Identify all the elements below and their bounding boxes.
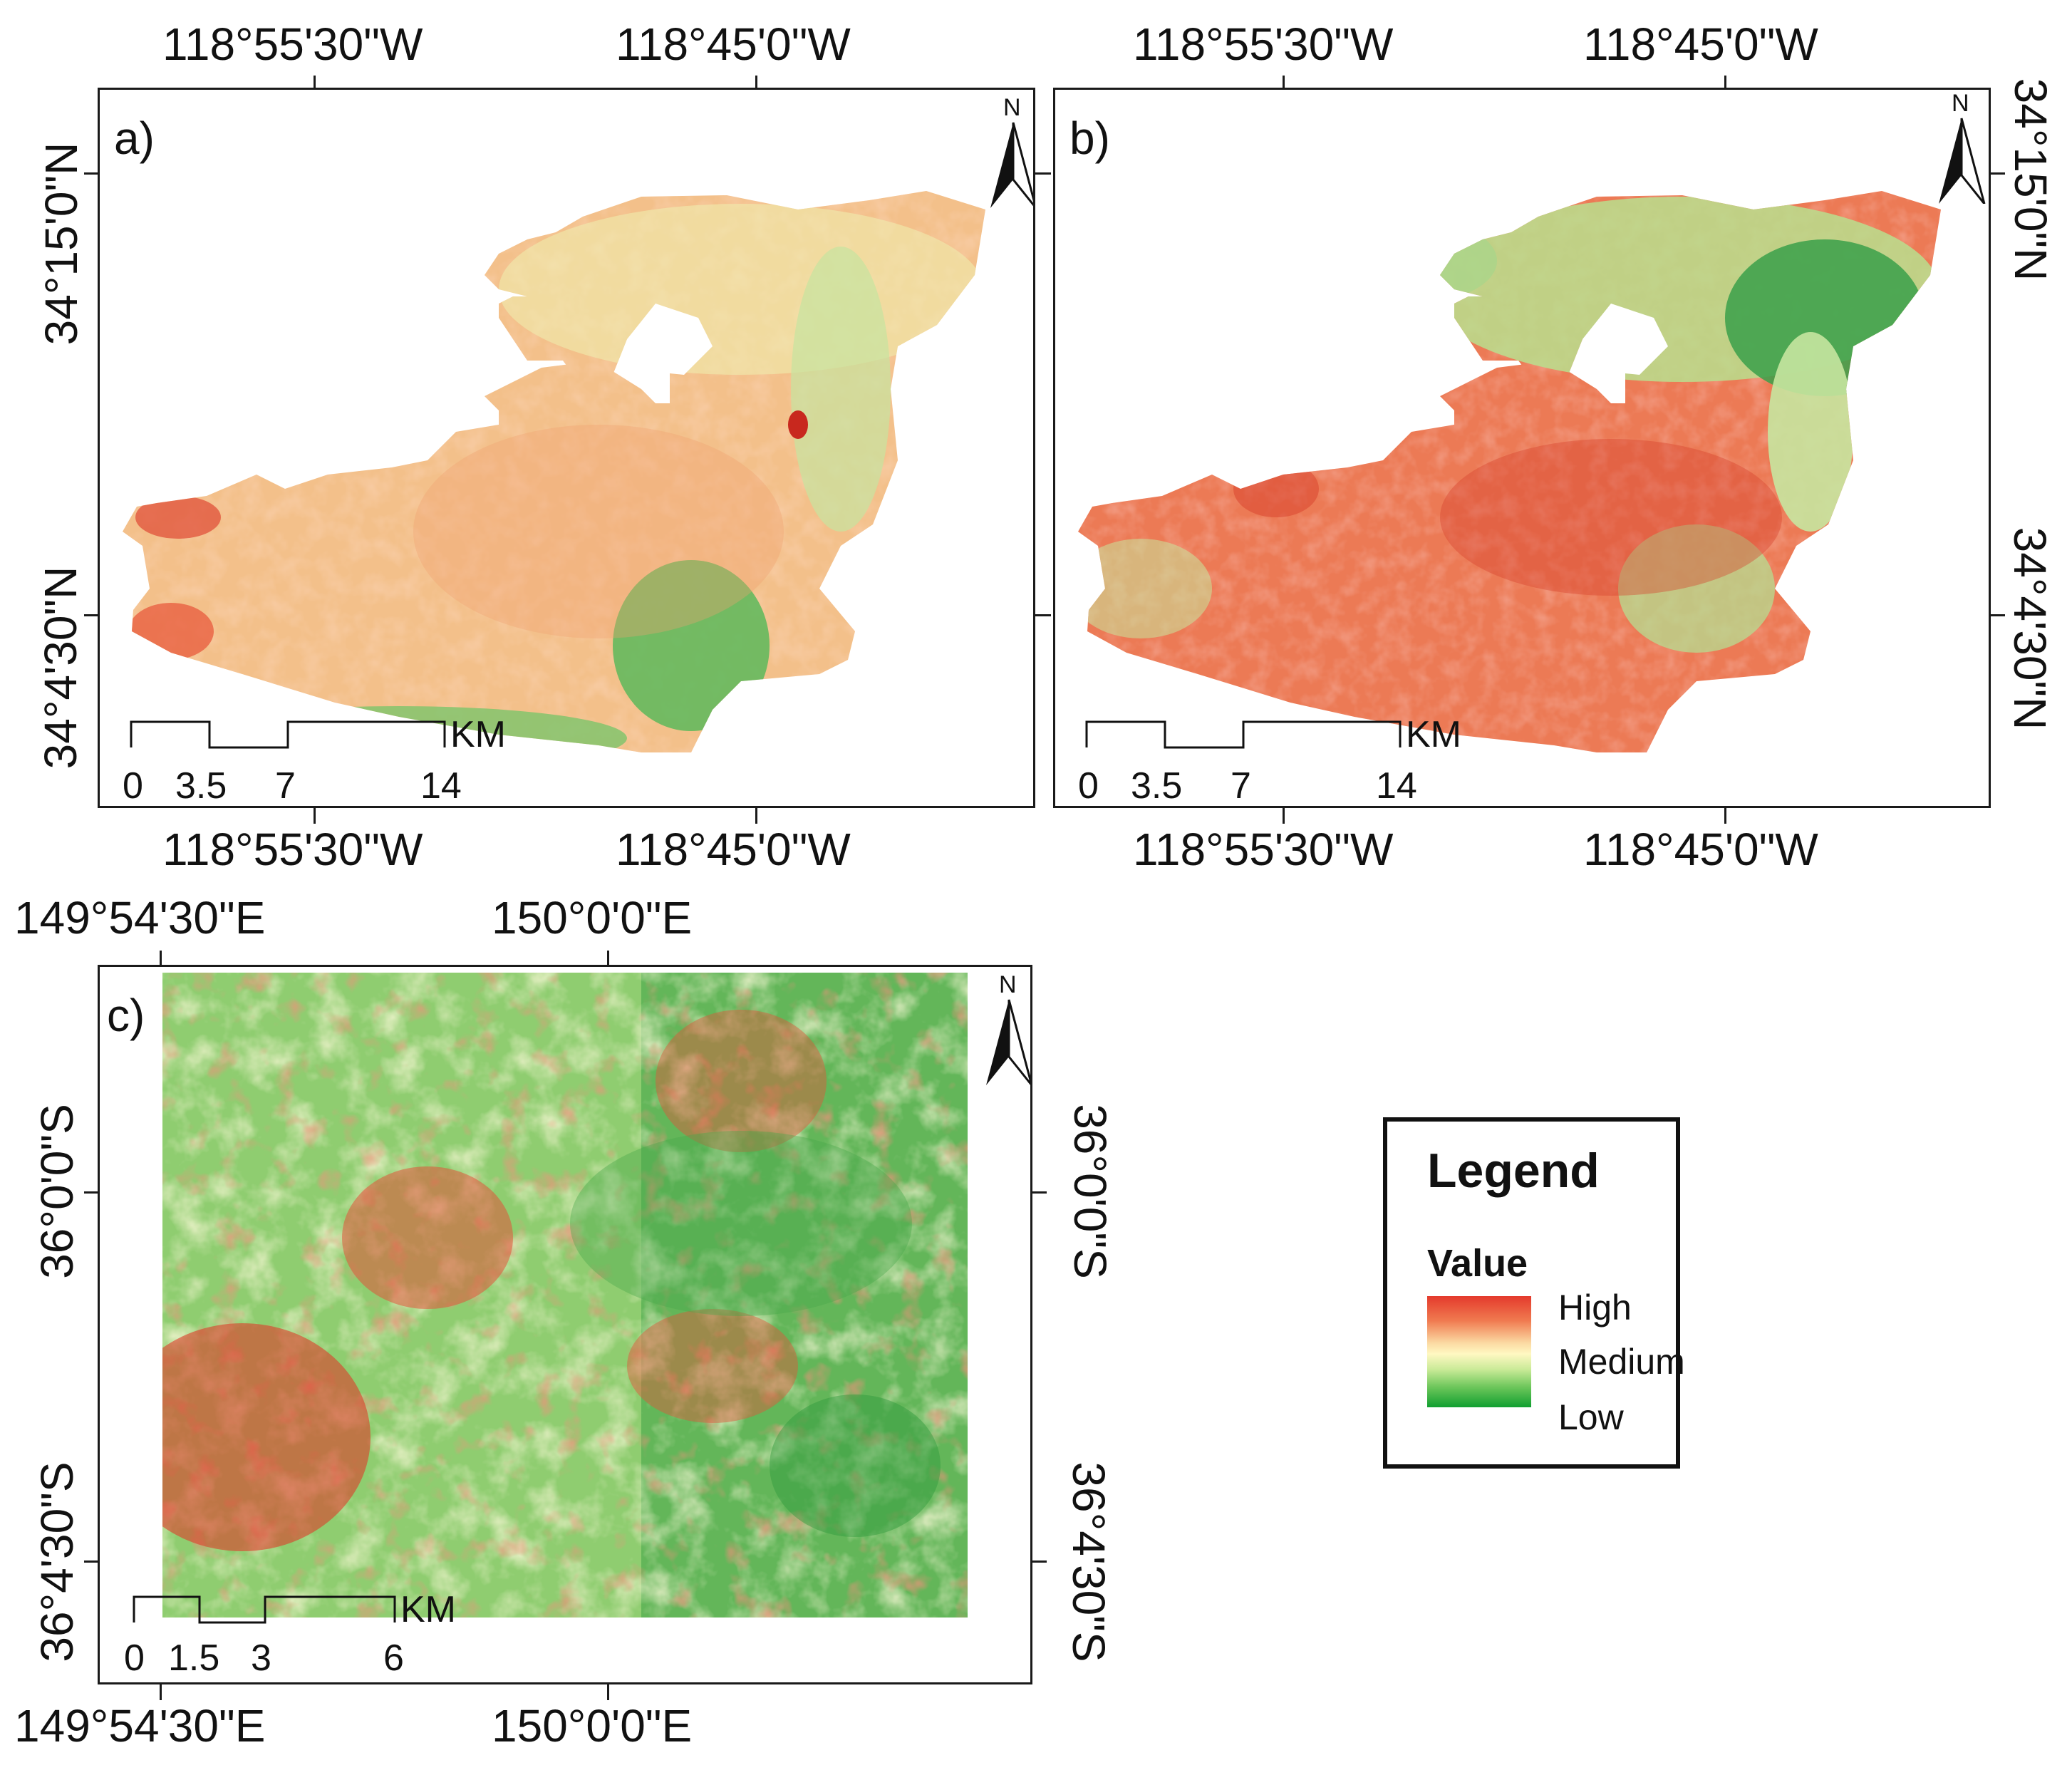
panel-b-right-lat-2: 34°4'30"N	[2004, 527, 2056, 730]
legend-title: Legend	[1427, 1144, 1600, 1198]
scale-tick-b-0: 0	[1078, 765, 1099, 807]
panel-b-bottom-lon-2: 118°45'0"W	[1583, 824, 1818, 875]
burn-severity-map-b	[1078, 191, 1941, 752]
scale-tick-b-2: 7	[1231, 765, 1251, 807]
scale-tick-b-3: 14	[1376, 765, 1417, 807]
north-arrow-b: N	[1933, 90, 1989, 205]
panel-c-left-lat-1: 36°0'0"S	[31, 1104, 83, 1279]
scale-tick-a-2: 7	[275, 765, 296, 807]
panel-b-bottom-lon-1: 118°55'30"W	[1133, 824, 1394, 875]
panel-b-right-lat-1: 34°15'0"N	[2005, 78, 2056, 281]
north-arrow-icon	[990, 122, 1033, 208]
scale-tick-a-3: 14	[420, 765, 462, 807]
panel-a-left-lat-2: 34°4'30"N	[35, 566, 86, 770]
scale-unit-c: KM	[400, 1589, 456, 1630]
legend-value-title: Value	[1427, 1242, 1528, 1285]
panel-a-top-lon-1: 118°55'30"W	[162, 19, 423, 70]
panel-b-top-lon-1: 118°55'30"W	[1133, 19, 1394, 70]
map-panel-c: c) N KM 0 1.5 3 6	[98, 965, 1032, 1684]
north-arrow-b-n: N	[1952, 90, 1969, 117]
scale-bar-a: KM 0 3.5 7 14	[123, 716, 506, 804]
legend-medium-label: Medium	[1558, 1342, 1685, 1382]
panel-c-right-lat-2: 36°4'30"S	[1063, 1461, 1114, 1662]
panel-c-bottom-lon-1: 149°54'30"E	[14, 1700, 266, 1751]
panel-b-label: b)	[1069, 113, 1110, 164]
north-arrow-c-n: N	[999, 971, 1017, 998]
scale-tick-a-0: 0	[123, 765, 143, 807]
panel-a-top-lon-2: 118°45'0"W	[616, 19, 851, 70]
panel-c-left-lat-2: 36°4'30"S	[31, 1461, 83, 1662]
legend-color-ramp	[1427, 1296, 1531, 1407]
north-arrow-c: N	[980, 971, 1030, 1085]
panel-c-bottom-lon-2: 150°0'0"E	[492, 1700, 693, 1751]
panel-c-top-lon-1: 149°54'30"E	[14, 892, 266, 943]
legend-low-label: Low	[1558, 1397, 1624, 1437]
scale-tick-a-1: 3.5	[175, 765, 227, 807]
north-arrow-a: N	[985, 94, 1033, 208]
panel-c-right-lat-1: 36°0'0"S	[1065, 1104, 1116, 1279]
panel-a-bottom-lon-2: 118°45'0"W	[616, 824, 851, 875]
scale-tick-c-2: 3	[251, 1637, 271, 1679]
panel-c-top-lon-2: 150°0'0"E	[492, 892, 693, 943]
burn-severity-map-c	[162, 973, 968, 1618]
north-arrow-a-n: N	[1003, 94, 1021, 121]
scale-tick-c-3: 6	[383, 1637, 404, 1679]
burn-severity-map-a	[123, 191, 985, 752]
panel-b-top-lon-2: 118°45'0"W	[1583, 19, 1818, 70]
legend-high-label: High	[1558, 1288, 1632, 1327]
scale-tick-c-1: 1.5	[168, 1637, 220, 1679]
scale-bar-b: KM 0 3.5 7 14	[1078, 716, 1461, 804]
panel-a-label: a)	[114, 113, 155, 164]
scale-tick-c-0: 0	[124, 1637, 145, 1679]
map-panel-a: a) N KM 0 3.5 7 14	[98, 88, 1035, 808]
north-arrow-icon	[1939, 118, 1986, 205]
panel-c-label: c)	[107, 990, 145, 1041]
scale-unit-b: KM	[1406, 714, 1461, 755]
scale-tick-b-1: 3.5	[1131, 765, 1183, 807]
scale-bar-c: KM 0 1.5 3 6	[124, 1591, 456, 1677]
north-arrow-icon	[986, 999, 1030, 1085]
map-panel-b: b) N KM 0 3.5 7 14	[1053, 88, 1991, 808]
panel-a-bottom-lon-1: 118°55'30"W	[162, 824, 423, 875]
legend-box: Legend Value High Medium Low	[1383, 1117, 1685, 1469]
panel-a-left-lat-1: 34°15'0"N	[36, 142, 87, 346]
scale-unit-a: KM	[450, 714, 506, 755]
